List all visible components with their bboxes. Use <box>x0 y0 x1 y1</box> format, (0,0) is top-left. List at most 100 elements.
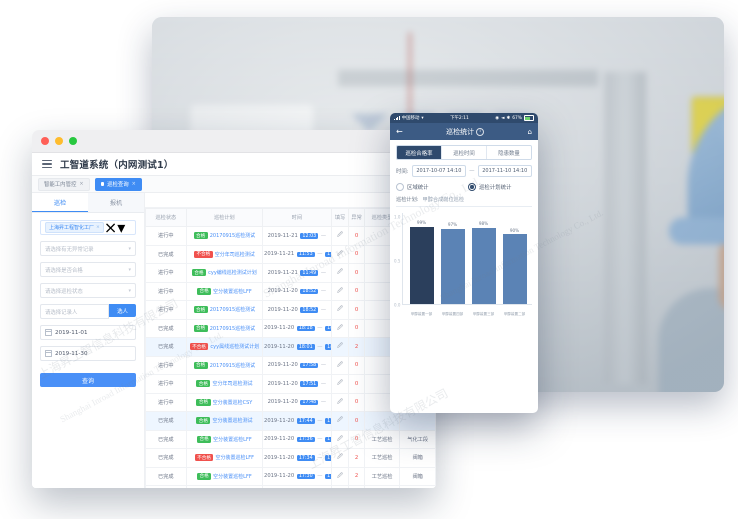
inspection-status-select[interactable]: 请选择巡检状态 ▾ <box>40 283 136 298</box>
org-select[interactable]: 上海昇工程智化工厂 × × ▾ <box>40 218 136 237</box>
tab-inspection-query[interactable]: 巡检查询 × <box>94 177 142 191</box>
chevron-down-icon[interactable]: ▾ <box>128 245 131 252</box>
plan-name[interactable]: 20170915巡检测试 <box>209 362 256 369</box>
plan-name[interactable]: 空分装置巡检CSY <box>212 399 253 406</box>
radio-dot-icon <box>396 183 404 192</box>
chart-bar[interactable] <box>409 226 434 305</box>
clear-icon[interactable]: × <box>103 218 118 237</box>
date-end-input[interactable]: 2019-11-30 <box>40 346 136 361</box>
time-start-input[interactable]: 2017-10-07 14:10 <box>411 165 467 178</box>
plan-name[interactable]: 20170915巡检测试 <box>209 307 256 314</box>
attachment-icon[interactable]: 🖉 <box>337 472 344 479</box>
select-person-button[interactable]: 选人 <box>109 304 136 317</box>
col-plan[interactable]: 巡检计划 <box>185 208 264 227</box>
arrow-left-icon[interactable]: ← <box>396 126 403 136</box>
segment-inspection-time[interactable]: 巡检时间 <box>442 146 487 160</box>
minimize-icon[interactable] <box>55 137 63 145</box>
plan-name[interactable]: cyy属线巡检测试计划 <box>210 344 260 351</box>
segment-pass-rate[interactable]: 巡检合格率 <box>397 146 442 160</box>
time-chip: 18:01 <box>296 344 315 350</box>
date-start-input[interactable]: 2019-11-01 <box>40 325 136 340</box>
segment-hazard-count[interactable]: 隐患数量 <box>487 146 531 160</box>
plan-name[interactable]: cyy编线巡检测试计划 <box>208 270 257 277</box>
pass-rate-bar-chart: 1.0 0.5 0.0 99% 97% 98% 90% 甲醇装置一部 甲醇装置四部 甲醇装… <box>394 213 534 317</box>
abnormal-count: 2 <box>354 343 359 350</box>
attachment-icon[interactable]: 🖉 <box>337 324 344 331</box>
tab-inner-control[interactable]: 智能工内管控 × <box>38 177 90 191</box>
status-badge: 合格 <box>196 287 212 295</box>
radio-area-stat[interactable]: 区域统计 <box>396 183 460 192</box>
sidebar-tab-report[interactable]: 报机 <box>88 193 144 212</box>
status-badge: 合格 <box>196 472 212 480</box>
col-time[interactable]: 时间 <box>262 208 332 227</box>
home-icon[interactable]: ⌂ <box>527 127 532 136</box>
close-icon[interactable] <box>41 137 49 145</box>
org-chip[interactable]: 上海昇工程智化工厂 × <box>45 222 104 233</box>
attachment-icon[interactable]: 🖉 <box>337 306 344 313</box>
attachment-icon[interactable]: 🖉 <box>337 380 344 387</box>
cell-plan: 合格 空分装置巡检CSY <box>185 392 264 412</box>
sidebar-tab-inspection[interactable]: 巡检 <box>32 193 88 212</box>
attachment-icon[interactable]: 🖉 <box>337 398 344 405</box>
zoom-icon[interactable] <box>69 137 77 145</box>
y-tick-1: 0.5 <box>394 258 401 264</box>
attachment-icon[interactable]: 🖉 <box>337 435 344 442</box>
radio-plan-stat-label: 巡检计划统计 <box>479 185 512 192</box>
hamburger-menu-icon[interactable] <box>42 160 52 168</box>
plan-name[interactable]: 空分装置巡检LFF <box>215 455 255 462</box>
attachment-icon[interactable]: 🖉 <box>337 232 344 239</box>
plan-name[interactable]: 空分年司巡检测试 <box>214 251 255 258</box>
plan-name[interactable]: 20170915巡检测试 <box>209 325 256 332</box>
plan-name[interactable]: 空分装置巡检LFF <box>213 436 252 443</box>
plan-name[interactable]: 20170915巡检测试 <box>209 233 256 240</box>
attachment-icon[interactable]: 🖉 <box>337 269 344 276</box>
chevron-down-icon[interactable]: ▾ <box>128 287 131 294</box>
col-status[interactable]: 巡检状态 <box>145 208 187 227</box>
chevron-down-icon[interactable]: ▾ <box>128 266 131 273</box>
plan-name[interactable]: 空分装置巡检LFF <box>213 473 252 480</box>
time-chip: 17:30 <box>296 473 315 480</box>
attachment-icon[interactable]: 🖉 <box>337 361 344 368</box>
attachment-icon[interactable]: 🖉 <box>337 343 344 350</box>
abnormal-record-select[interactable]: 请选择有无异常记录 ▾ <box>40 241 136 256</box>
query-button[interactable]: 查询 <box>40 373 136 387</box>
col-abnormal[interactable]: 异常 <box>348 208 365 227</box>
cell-abnormal: 0 <box>348 429 365 449</box>
chart-bar[interactable] <box>440 228 465 305</box>
plan-name[interactable]: 空分年司巡检测试 <box>212 381 253 388</box>
attachment-icon[interactable]: 🖉 <box>337 287 344 294</box>
attachment-icon[interactable]: 🖉 <box>337 454 344 461</box>
abnormal-count: 2 <box>354 454 359 461</box>
attachment-icon[interactable]: 🖉 <box>337 417 344 424</box>
table-row[interactable]: 进行中 合格 20170915巡检测试 2019-11-20 18:52 — 🖉 0 <box>145 300 436 320</box>
status-badge: 合格 <box>193 324 208 332</box>
phone-status-bar: 中国移动 ▾ 下午2:11 ◉ ◄ ✱ 67% <box>390 113 538 123</box>
col-fill[interactable]: 填写 <box>330 208 350 227</box>
cell-time: 2019-11-20 17:44 — 17:46 <box>262 411 332 431</box>
time-end-input[interactable]: 2017-11-10 14:10 <box>477 165 532 178</box>
chevron-down-icon[interactable]: ▾ <box>117 218 126 237</box>
recorder-input[interactable]: 请选择记录人 <box>40 304 109 319</box>
qualified-select[interactable]: 请选择是否合格 ▾ <box>40 262 136 277</box>
plan-value: 甲醇合成岗位巡检 <box>422 197 465 204</box>
radio-plan-stat[interactable]: 巡检计划统计 <box>468 183 532 192</box>
phone-plan-row[interactable]: 巡检计划: 甲醇合成岗位巡检 <box>396 196 532 208</box>
cell-abnormal: 2 <box>348 337 365 357</box>
cell-time: 2019-11-20 17:51 — <box>262 374 332 394</box>
cell-plan: 不合格 空分年司巡检测试 <box>185 244 264 264</box>
tab-close-icon[interactable]: × <box>131 181 136 187</box>
radio-area-stat-label: 区域统计 <box>407 185 429 192</box>
chart-bar[interactable] <box>471 227 496 305</box>
chip-remove-icon[interactable]: × <box>96 225 100 230</box>
plan-name[interactable]: 空分装置巡检LFF <box>213 288 252 295</box>
attachment-icon[interactable]: 🖉 <box>337 250 344 257</box>
chart-bar[interactable] <box>502 234 527 305</box>
plan-name[interactable]: 空分装置巡检测试 <box>212 418 253 425</box>
tab-close-icon[interactable]: × <box>79 181 84 187</box>
info-icon[interactable]: i <box>476 127 485 136</box>
